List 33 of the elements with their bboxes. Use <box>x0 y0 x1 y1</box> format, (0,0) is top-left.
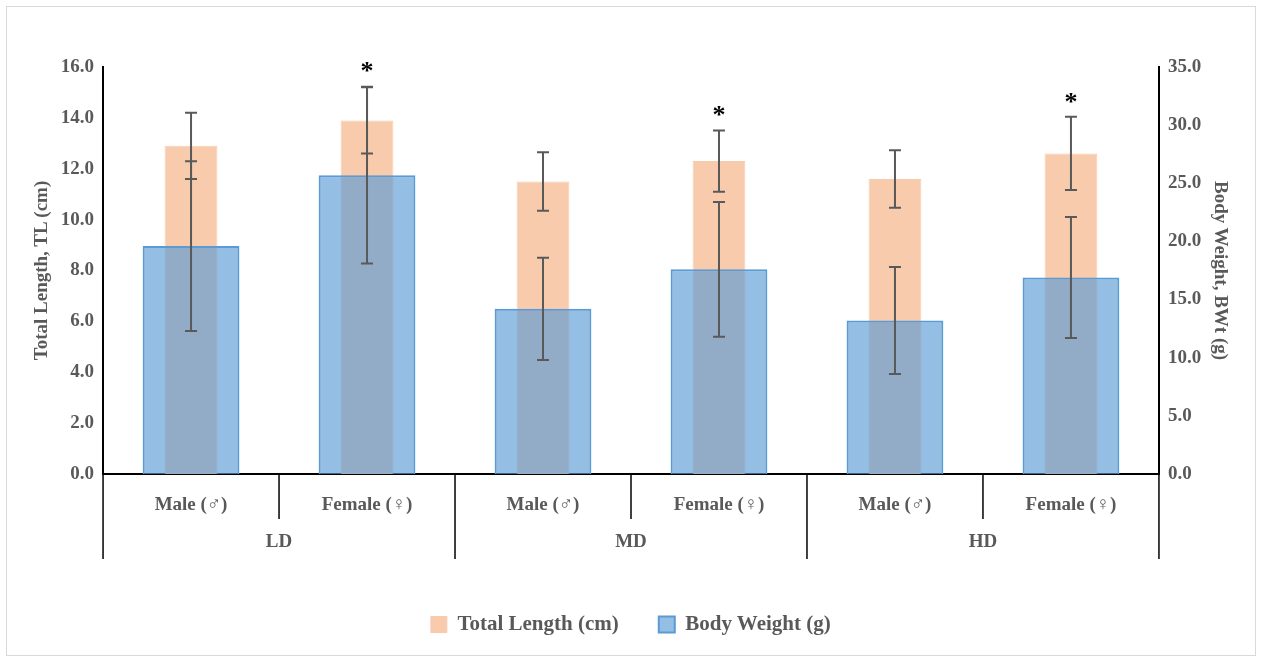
x-tick-label: Female (♀) <box>673 493 765 516</box>
y2-tick-label: 30.0 <box>1167 113 1202 135</box>
annotation: * <box>712 100 726 130</box>
y-axis-title: Total Length, TL (cm) <box>30 180 53 361</box>
y2-tick-label: 15.0 <box>1167 287 1202 309</box>
y-tick-label: 10.0 <box>60 207 95 229</box>
y-tick-label: 14.0 <box>60 105 95 127</box>
y-tick-label: 2.0 <box>70 411 95 433</box>
x-tick-label: Female (♀) <box>321 493 413 516</box>
y-tick-label: 8.0 <box>70 258 95 280</box>
y2-axis-title: Body Weight, BWt (g) <box>1209 180 1232 361</box>
legend-label: Body Weight (g) <box>685 610 831 635</box>
x-tick-label: Female (♀) <box>1025 493 1117 516</box>
text: MD <box>615 529 647 551</box>
annotation: * <box>1064 86 1078 116</box>
text: HD <box>968 529 998 551</box>
annotation: * <box>360 56 374 86</box>
y-tick-label: 6.0 <box>70 309 95 331</box>
y-tick-label: 4.0 <box>70 360 95 382</box>
x-tick-label: Male (♂) <box>858 493 932 516</box>
x-tick-label: Male (♂) <box>506 493 580 516</box>
y-tick-label: 0.0 <box>70 461 95 483</box>
y2-tick-label: 25.0 <box>1167 171 1202 193</box>
legend-label: Total Length (cm) <box>457 610 619 635</box>
y2-tick-label: 35.0 <box>1167 54 1202 76</box>
y-tick-label: 16.0 <box>60 54 95 76</box>
y2-tick-label: 0.0 <box>1167 461 1192 483</box>
x-tick-label: Male (♂) <box>154 493 228 516</box>
y2-tick-label: 20.0 <box>1167 229 1202 251</box>
y2-tick-label: 5.0 <box>1167 403 1192 425</box>
y2-tick-label: 10.0 <box>1167 345 1202 367</box>
y-tick-label: 12.0 <box>60 156 95 178</box>
text: LD <box>265 529 293 551</box>
